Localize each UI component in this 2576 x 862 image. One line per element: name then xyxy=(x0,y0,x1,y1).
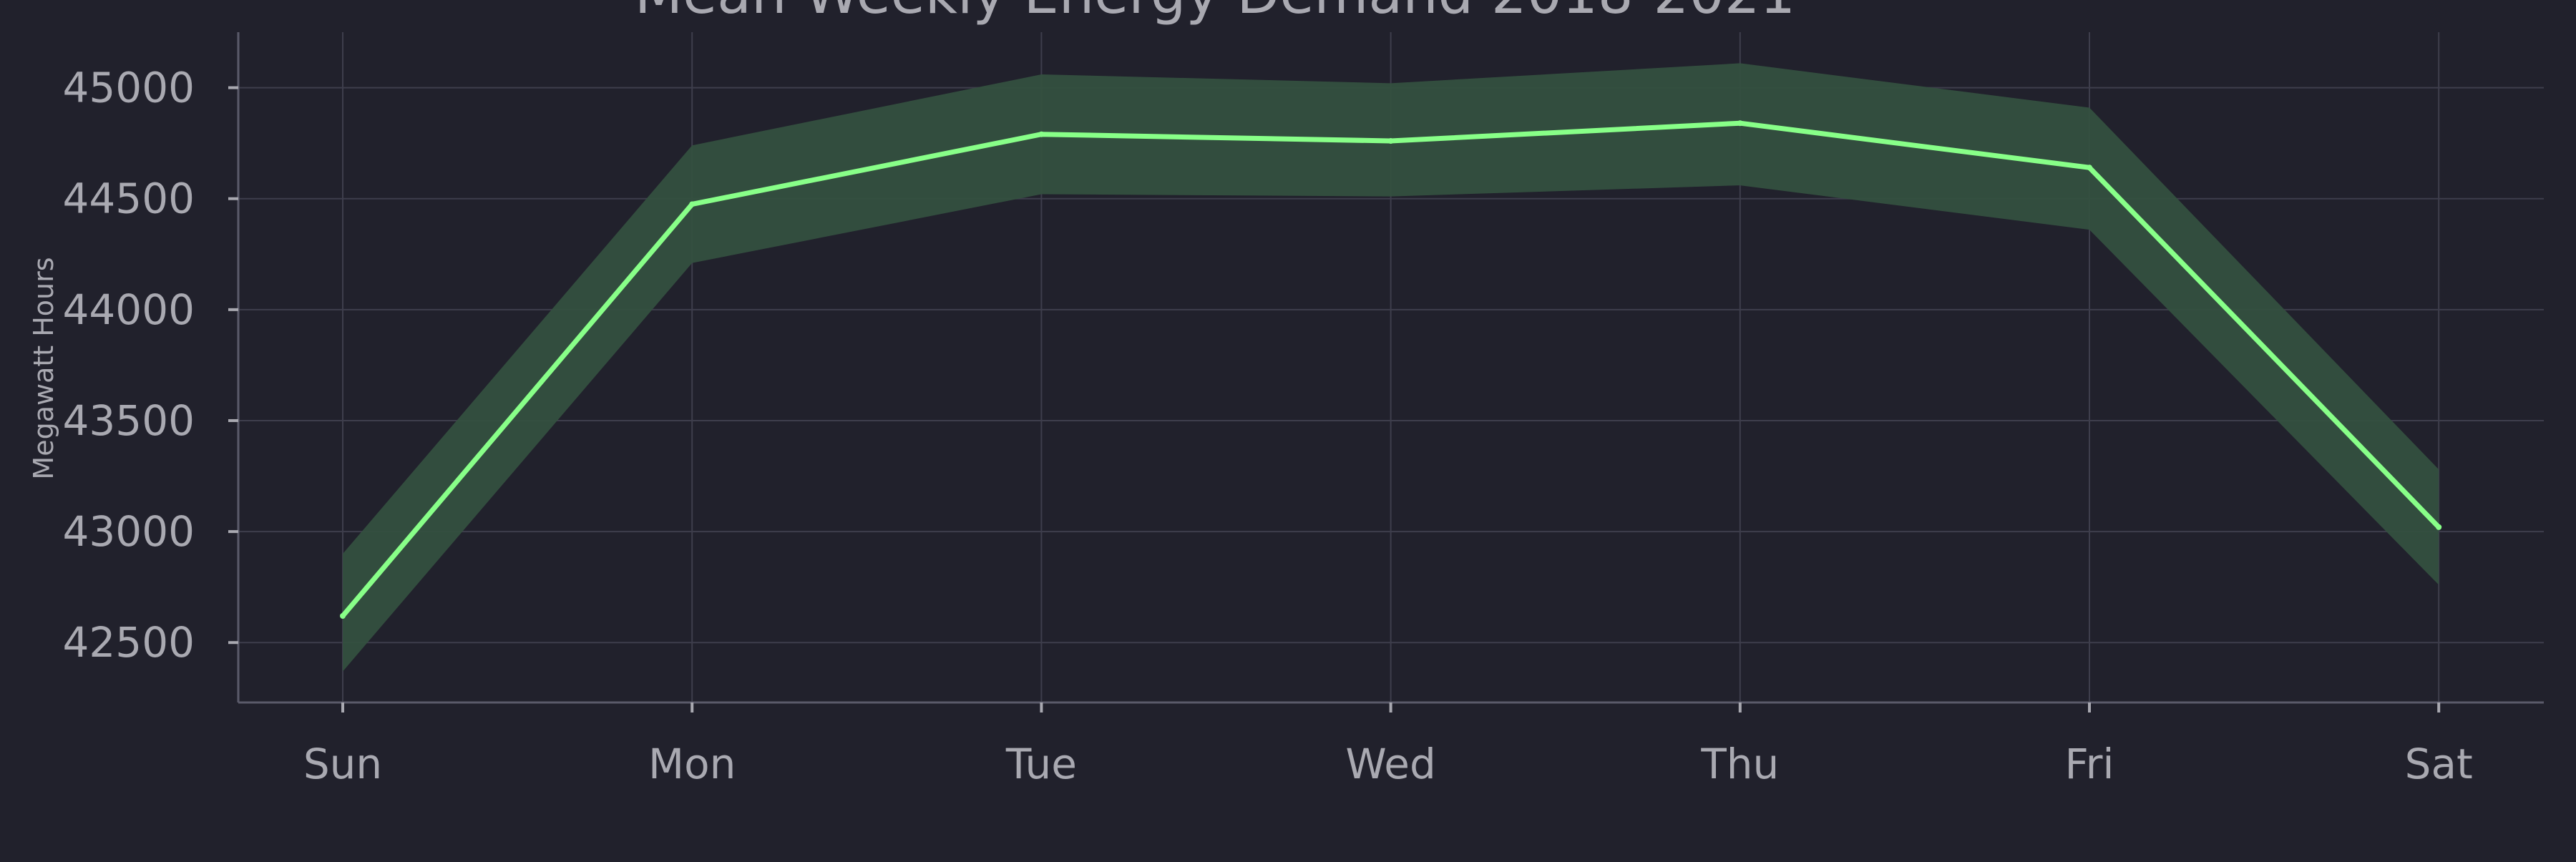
y-tick-label: 43000 xyxy=(62,507,195,556)
confidence-band xyxy=(343,63,2439,672)
x-tick-label-tue: Tue xyxy=(1005,740,1077,788)
y-tick-label: 43500 xyxy=(62,396,195,445)
y-axis-title: Megawatt Hours xyxy=(28,257,59,479)
tick-labels: 42500 43000 43500 44000 44500 45000 Sun Mon Tue W… xyxy=(62,64,2472,788)
data-point xyxy=(1387,138,1394,145)
x-tick-label-thu: Thu xyxy=(1700,740,1779,788)
axes xyxy=(228,32,2544,712)
y-tick-label: 45000 xyxy=(62,64,195,112)
y-tick-label: 44000 xyxy=(62,285,195,334)
data-point xyxy=(1038,131,1045,137)
data-point xyxy=(340,612,346,619)
confidence-band-layer xyxy=(343,63,2439,672)
series-line-layer xyxy=(340,120,2442,619)
x-tick-label-wed: Wed xyxy=(1345,740,1435,788)
x-tick-label-sat: Sat xyxy=(2405,740,2473,788)
data-point xyxy=(689,201,696,207)
data-point xyxy=(1737,120,1743,127)
x-tick-label-fri: Fri xyxy=(2064,740,2114,788)
chart-title: Mean Weekly Energy Demand 2018-2021 xyxy=(635,0,1795,26)
x-tick-label-sun: Sun xyxy=(303,740,382,788)
x-tick-label-mon: Mon xyxy=(648,740,736,788)
y-tick-label: 42500 xyxy=(62,618,195,667)
data-point xyxy=(2087,165,2092,171)
y-tick-label: 44500 xyxy=(62,175,195,223)
data-point xyxy=(2436,524,2442,530)
